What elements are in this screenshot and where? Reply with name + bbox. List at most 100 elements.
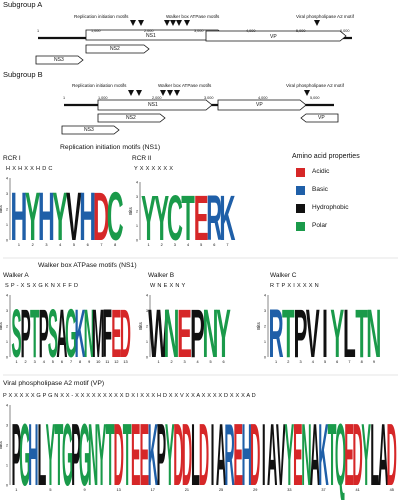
rcr1-ytick: 3 (6, 192, 8, 196)
walker-c-position: 2 (287, 360, 289, 364)
walker-a-position: 11 (105, 360, 109, 364)
walker-c-ytick: 1 (264, 340, 266, 344)
vp-letter: E (233, 407, 243, 500)
walker-b-ytick: 3 (146, 309, 148, 313)
vp-position: 25 (219, 488, 223, 492)
ns3-label-a: NS3 (54, 57, 64, 63)
vp-letter: L (191, 407, 200, 500)
vp-letter: Q (335, 407, 346, 500)
walker-a-ytick: 0 (6, 356, 8, 360)
walker-a-position: 4 (43, 360, 45, 364)
subgroup-a-pla2-label: Viral phospholipase A2 motif (296, 14, 354, 19)
walker-c-position: 1 (275, 360, 277, 364)
rcr1-letter: V (66, 178, 82, 254)
walker-b-ytick: 4 (146, 294, 148, 298)
vp-y-label: Bits (0, 441, 3, 449)
vp-section-title: Viral phospholipase A2 motif (VP) (3, 380, 105, 387)
walker-a-position: 6 (61, 360, 63, 364)
rcr2-letter: E (194, 184, 209, 255)
rcr1-letter: H (79, 178, 96, 254)
walker-c-y-label: Bits (256, 322, 261, 330)
legend-title: Amino acid properties (292, 153, 360, 160)
rcr1-position: 1 (18, 243, 20, 247)
rcr1-letter: H (38, 178, 55, 254)
walker-a-letter: T (30, 296, 39, 372)
subgroup-a-rcr-label: Replication initiation motifs (74, 14, 129, 19)
vp-letter: A (216, 407, 226, 500)
vp-letter: E (293, 407, 303, 500)
ns1-label-a: NS1 (146, 33, 156, 39)
vp-letter: D (250, 407, 260, 500)
walker-c-position: 5 (324, 360, 326, 364)
legend-swatch-basic (296, 186, 305, 195)
ns2-label-b: NS2 (126, 115, 136, 121)
walker-a-ytick: 1 (6, 340, 8, 344)
walker-b-letter: P (190, 295, 205, 372)
rcr2-position: 7 (226, 243, 228, 247)
walker-marker-2 (170, 20, 176, 26)
walker-a-position: 3 (34, 360, 36, 364)
walker-a-title: Walker A (3, 272, 29, 279)
legend-swatch-acidic (296, 168, 305, 177)
vp-letter: N (301, 407, 311, 500)
walker-c-position: 8 (361, 360, 363, 364)
vp-position: 41 (355, 488, 359, 492)
vp-letter: D (173, 407, 183, 500)
rcr2-position: 2 (161, 243, 163, 247)
vp-letter: D (182, 407, 192, 500)
vp-letter: D (199, 407, 209, 500)
walker-a-letter: G (65, 296, 77, 372)
walker-b-ytick: 2 (146, 325, 148, 329)
walker-section-title: Walker box ATPase motifs (NS1) (38, 262, 137, 269)
walker-c-letter: V (306, 295, 320, 372)
rcr1-position: 2 (32, 243, 34, 247)
walker-c-letter: Y (330, 295, 344, 372)
vp-letter: T (55, 407, 64, 500)
walker-c-title: Walker C (270, 272, 297, 279)
vp-letter: Y (361, 407, 371, 500)
vp-letter: A (310, 407, 320, 500)
walker-a-letter: N (84, 296, 95, 372)
walker-c-ytick: 3 (264, 309, 266, 313)
walker-c-letter: P (294, 295, 308, 372)
walker-c-position: 7 (348, 360, 350, 364)
walker-a-letter: S (48, 296, 58, 372)
vp-position: 33 (287, 488, 291, 492)
walker-c-position: 4 (312, 360, 314, 364)
vp-position: 29 (253, 488, 257, 492)
rcr1-ytick: 4 (6, 177, 8, 181)
vp-letter: G (62, 407, 73, 500)
rcr-marker-1 (130, 20, 136, 26)
walker-b-ytick: 0 (146, 356, 148, 360)
walker-a-position: 2 (25, 360, 27, 364)
walker-c-letter: R (269, 295, 284, 372)
walker-a-ytick: 3 (6, 309, 8, 313)
rcr1-y-label: Bits (0, 205, 3, 213)
vp-position: 17 (151, 488, 155, 492)
subgroup-a-walker-label: Walker box ATPase motifs (166, 14, 220, 19)
vp-letter: G (79, 407, 90, 500)
rcr-marker-2 (138, 20, 144, 26)
rcr-section-title: Replication initiation motifs (NS1) (60, 144, 161, 151)
walker-c-letter: L (343, 295, 356, 372)
rcr2-position: 4 (187, 243, 189, 247)
legend-swatch-polar (296, 222, 305, 231)
subgroup-b-pla2-label: Viral phospholipase A2 motif (286, 83, 344, 88)
vp-ytick: 1 (6, 464, 8, 468)
walker-a-position: 10 (96, 360, 100, 364)
walker-b-position: 6 (222, 360, 224, 364)
pla2-marker (314, 20, 320, 26)
subgroup-b-label: Subgroup B (3, 70, 43, 79)
pla2-marker-b (304, 90, 310, 96)
vp-letter: P (11, 407, 21, 500)
rcr2-letter: C (167, 184, 183, 255)
walker-b-ytick: 1 (146, 340, 148, 344)
tick-b-1000: 1,000 (98, 96, 108, 100)
vp-letter: A (267, 407, 277, 500)
tick-a-5000: 5,000 (296, 29, 306, 33)
rcr1-position: 4 (59, 243, 61, 247)
rcr1-position: 7 (100, 243, 102, 247)
rcr-marker-b2 (136, 90, 142, 96)
